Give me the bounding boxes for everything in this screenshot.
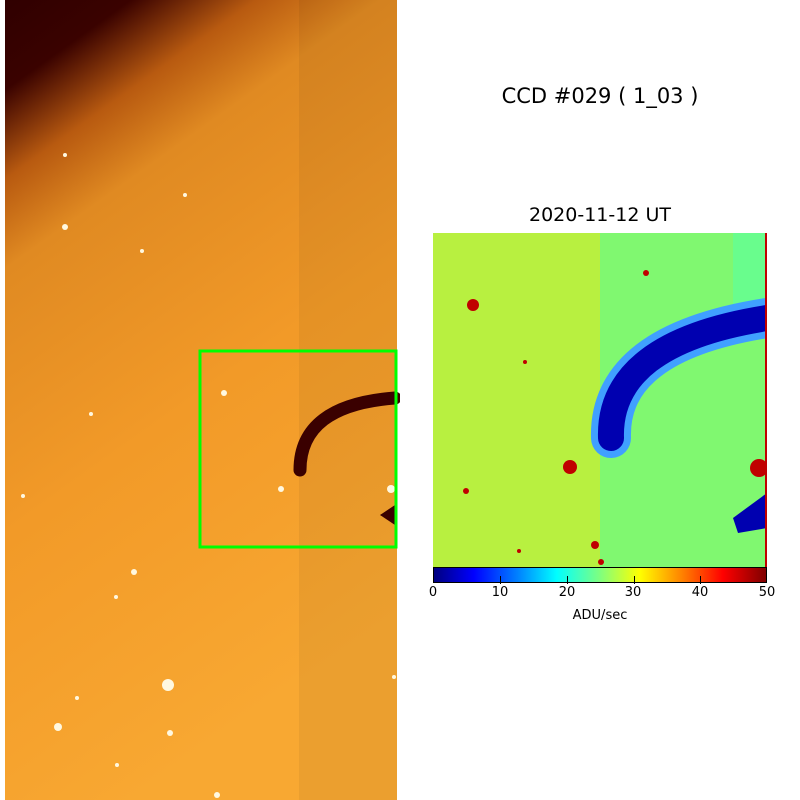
ccd-full-image [5, 0, 400, 800]
zoom-region-box [198, 349, 398, 549]
zoomed-image [433, 233, 767, 567]
colorbar [433, 567, 767, 584]
stars [463, 270, 767, 565]
colorbar-label: ADU/sec [572, 608, 628, 623]
image-date: 2020-11-12 UT [529, 204, 671, 226]
colorbar-tick: 20 [558, 585, 576, 600]
colorbar-tick: 0 [428, 585, 438, 600]
arc-artifact [293, 391, 400, 477]
colorbar-tick: 40 [691, 585, 709, 600]
stars [21, 153, 396, 798]
figure-title: CCD #029 ( 1_03 ) [501, 84, 699, 108]
colorbar-tick: 30 [624, 585, 642, 600]
colorbar-tick: 10 [491, 585, 509, 600]
colorbar-tick: 50 [758, 585, 776, 600]
